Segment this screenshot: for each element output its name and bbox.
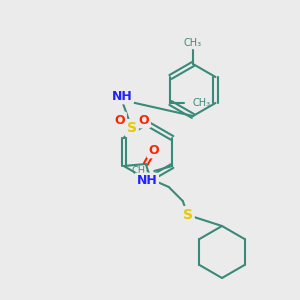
Text: S: S xyxy=(127,121,137,135)
Text: NH: NH xyxy=(111,89,132,103)
Text: CH₃: CH₃ xyxy=(193,98,211,108)
Text: O: O xyxy=(114,113,125,127)
Text: CH₃: CH₃ xyxy=(131,166,149,176)
Text: CH₃: CH₃ xyxy=(184,38,202,48)
Text: NH: NH xyxy=(136,175,157,188)
Text: S: S xyxy=(183,208,193,222)
Text: O: O xyxy=(138,113,149,127)
Text: O: O xyxy=(148,143,159,157)
